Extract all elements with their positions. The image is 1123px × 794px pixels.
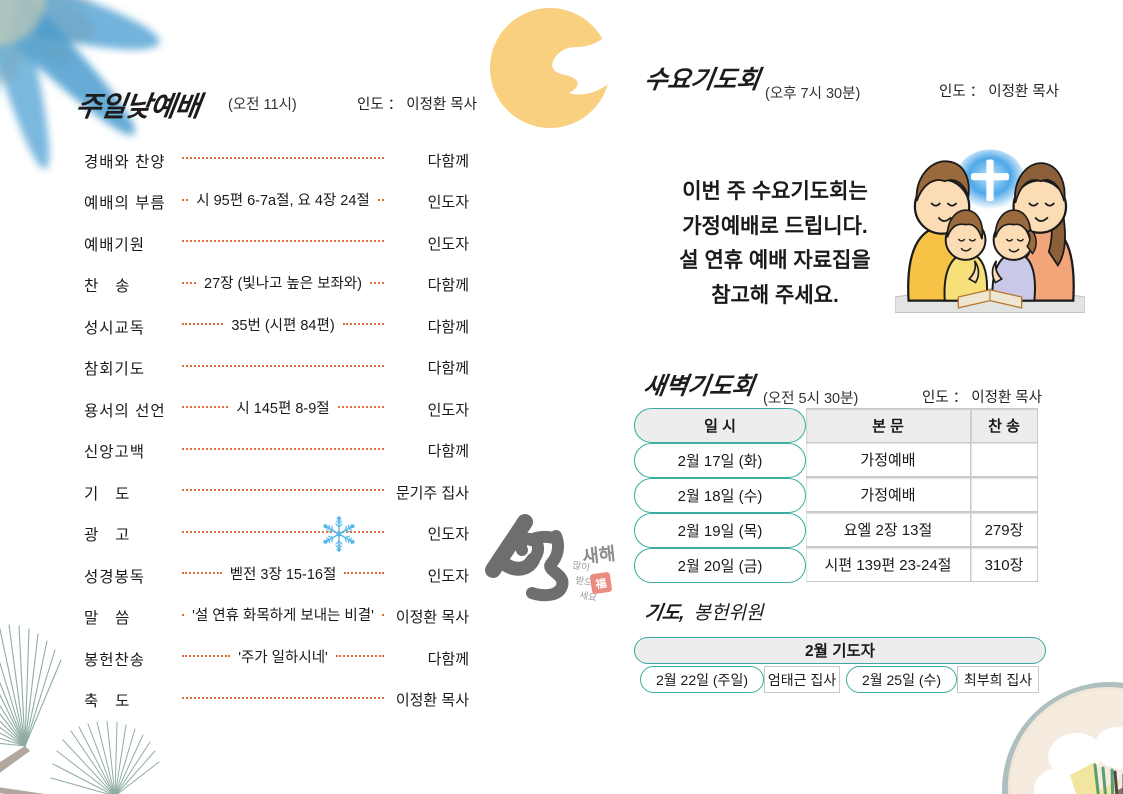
svg-text:많이: 많이 xyxy=(571,560,590,574)
